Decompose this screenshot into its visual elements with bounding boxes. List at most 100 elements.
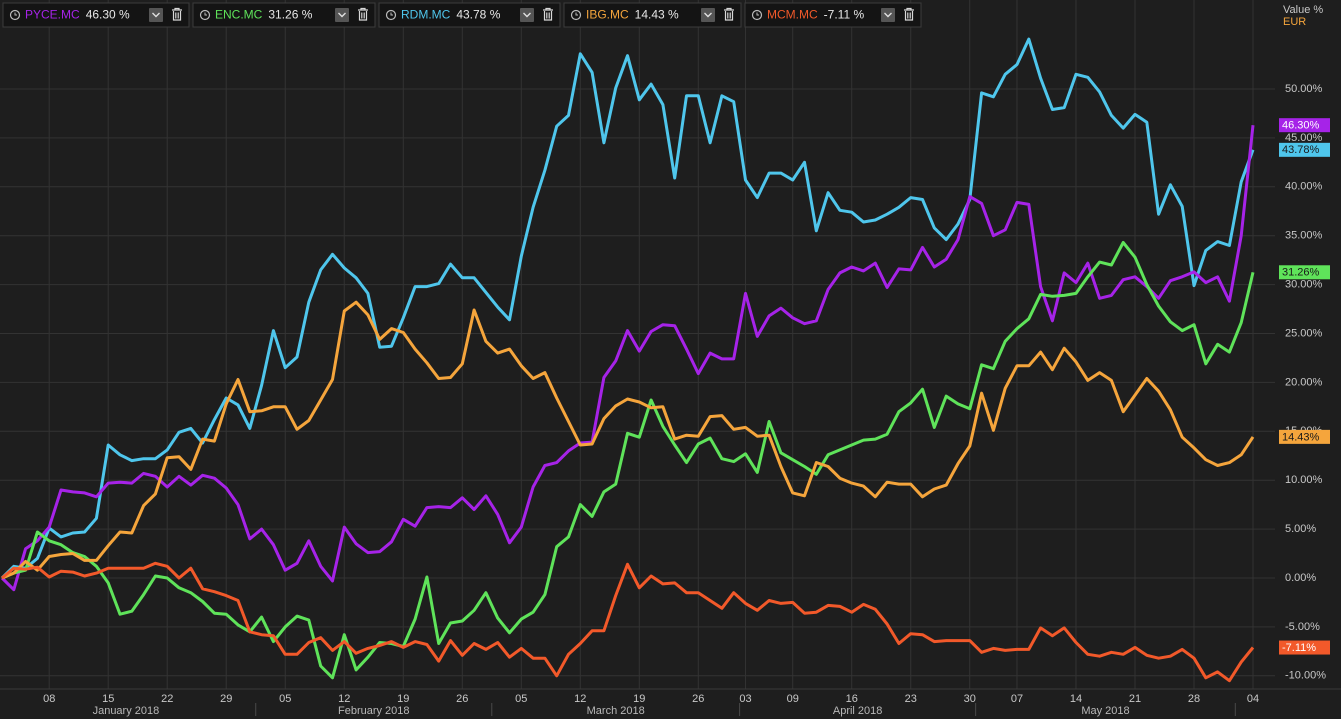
- y-tick-label: 40.00%: [1285, 181, 1323, 193]
- end-tag: [1279, 142, 1330, 157]
- dropdown-chevron: [884, 12, 892, 18]
- x-tick-label: 09: [787, 693, 799, 705]
- y-tick-label: 30.00%: [1285, 279, 1323, 291]
- trash-icon: [172, 7, 182, 21]
- dropdown-chevron: [523, 12, 531, 18]
- axes: Value % EUR 50.00% 45.00% 40.00% 35.00% 30.0…: [0, 4, 1341, 717]
- end-tag-label: 46.30%: [1282, 120, 1320, 132]
- end-tag: [1279, 118, 1330, 133]
- x-tick-label: 21: [1129, 693, 1141, 705]
- legend-value: 43.78 %: [456, 8, 500, 22]
- legend-value: -7.11 %: [824, 8, 865, 22]
- end-tag: [1279, 640, 1330, 655]
- month-label: January 2018: [93, 705, 160, 717]
- legend-name: IBG.MC: [586, 8, 629, 22]
- dropdown-button[interactable]: [149, 8, 163, 22]
- clock-icon: [751, 9, 763, 21]
- dropdown-chevron: [152, 12, 160, 18]
- x-tick-label: 12: [338, 693, 350, 705]
- legend-name: MCM.MC: [767, 8, 818, 22]
- end-tags: 46.30% 31.26% 43.78% 14.43% -7.11%: [1279, 118, 1330, 655]
- legend-value: 46.30 %: [86, 8, 130, 22]
- x-tick-label: 26: [456, 693, 468, 705]
- x-tick-label: 16: [846, 693, 858, 705]
- x-tick-label: 05: [515, 693, 527, 705]
- end-tag-label: 14.43%: [1282, 431, 1320, 443]
- legend-name: RDM.MC: [401, 8, 451, 22]
- y-axis-unit: EUR: [1283, 16, 1306, 28]
- y-tick-label: -5.00%: [1285, 621, 1320, 633]
- legend-item[interactable]: PYCE.MC 46.30 %: [2, 2, 190, 28]
- dropdown-button[interactable]: [701, 8, 715, 22]
- clock-hand: [575, 12, 578, 16]
- legend-item[interactable]: IBG.MC 14.43 %: [563, 2, 742, 28]
- legend: PYCE.MC 46.30 % ENC.MC 31.26 % RDM.MC 43.78 %…: [2, 2, 922, 28]
- y-tick-label: 25.00%: [1285, 327, 1323, 339]
- clock-hand: [390, 12, 393, 16]
- x-tick-label: 26: [692, 693, 704, 705]
- x-tick-label: 07: [1011, 693, 1023, 705]
- end-tag-label: 43.78%: [1282, 144, 1320, 156]
- x-tick-label: 03: [739, 693, 751, 705]
- x-tick-label: 04: [1247, 693, 1259, 705]
- dropdown-button[interactable]: [881, 8, 895, 22]
- series-line: [1, 300, 1255, 580]
- x-tick-label: 30: [964, 693, 976, 705]
- series-line: [1, 561, 1255, 683]
- dropdown-chevron: [338, 12, 346, 18]
- clock-icon: [385, 9, 397, 21]
- trash-icon: [904, 7, 914, 21]
- dropdown-button[interactable]: [335, 8, 349, 22]
- month-label: April 2018: [833, 705, 883, 717]
- clock-hand: [204, 12, 207, 16]
- clock-hand: [756, 12, 759, 16]
- legend-value: 14.43 %: [635, 8, 679, 22]
- y-tick-label: -10.00%: [1285, 670, 1326, 682]
- x-tick-label: 19: [397, 693, 409, 705]
- x-tick-label: 12: [574, 693, 586, 705]
- y-tick-label: 50.00%: [1285, 83, 1323, 95]
- x-tick-label: 14: [1070, 693, 1082, 705]
- dropdown-button[interactable]: [520, 8, 534, 22]
- legend-name: ENC.MC: [215, 8, 263, 22]
- x-tick-label: 15: [102, 693, 114, 705]
- series-line: [0, 37, 1255, 580]
- x-tick-label: 08: [43, 693, 55, 705]
- end-tag: [1279, 429, 1330, 444]
- y-tick-label: 10.00%: [1285, 474, 1323, 486]
- trash-icon: [358, 7, 368, 21]
- dropdown-chevron: [704, 12, 712, 18]
- y-tick-label: 0.00%: [1285, 572, 1316, 584]
- y-tick-label: 5.00%: [1285, 523, 1316, 535]
- x-tick-label: 23: [905, 693, 917, 705]
- end-tag: [1279, 265, 1330, 280]
- end-tag-label: 31.26%: [1282, 267, 1320, 279]
- legend-item[interactable]: RDM.MC 43.78 %: [378, 2, 561, 28]
- legend-item[interactable]: MCM.MC -7.11 %: [744, 2, 922, 28]
- y-tick-label: 20.00%: [1285, 376, 1323, 388]
- clock-hand: [14, 12, 17, 16]
- series-line: [0, 125, 1255, 592]
- series-line: [1, 241, 1255, 680]
- y-tick-label: 35.00%: [1285, 230, 1323, 242]
- x-tick-label: 22: [161, 693, 173, 705]
- grid: [0, 0, 1275, 689]
- legend-value: 31.26 %: [268, 8, 312, 22]
- x-tick-label: 29: [220, 693, 232, 705]
- clock-icon: [9, 9, 21, 21]
- end-tag-label: -7.11%: [1282, 642, 1316, 654]
- legend-item[interactable]: ENC.MC 31.26 %: [192, 2, 376, 28]
- trash-icon: [724, 7, 734, 21]
- x-tick-label: 28: [1188, 693, 1200, 705]
- y-axis-title: Value %: [1283, 4, 1323, 16]
- legend-name: PYCE.MC: [25, 8, 80, 22]
- month-label: February 2018: [338, 705, 410, 717]
- clock-icon: [570, 9, 582, 21]
- trash-icon: [543, 7, 553, 21]
- month-label: May 2018: [1081, 705, 1129, 717]
- lines: [0, 37, 1255, 683]
- y-tick-label: 45.00%: [1285, 132, 1323, 144]
